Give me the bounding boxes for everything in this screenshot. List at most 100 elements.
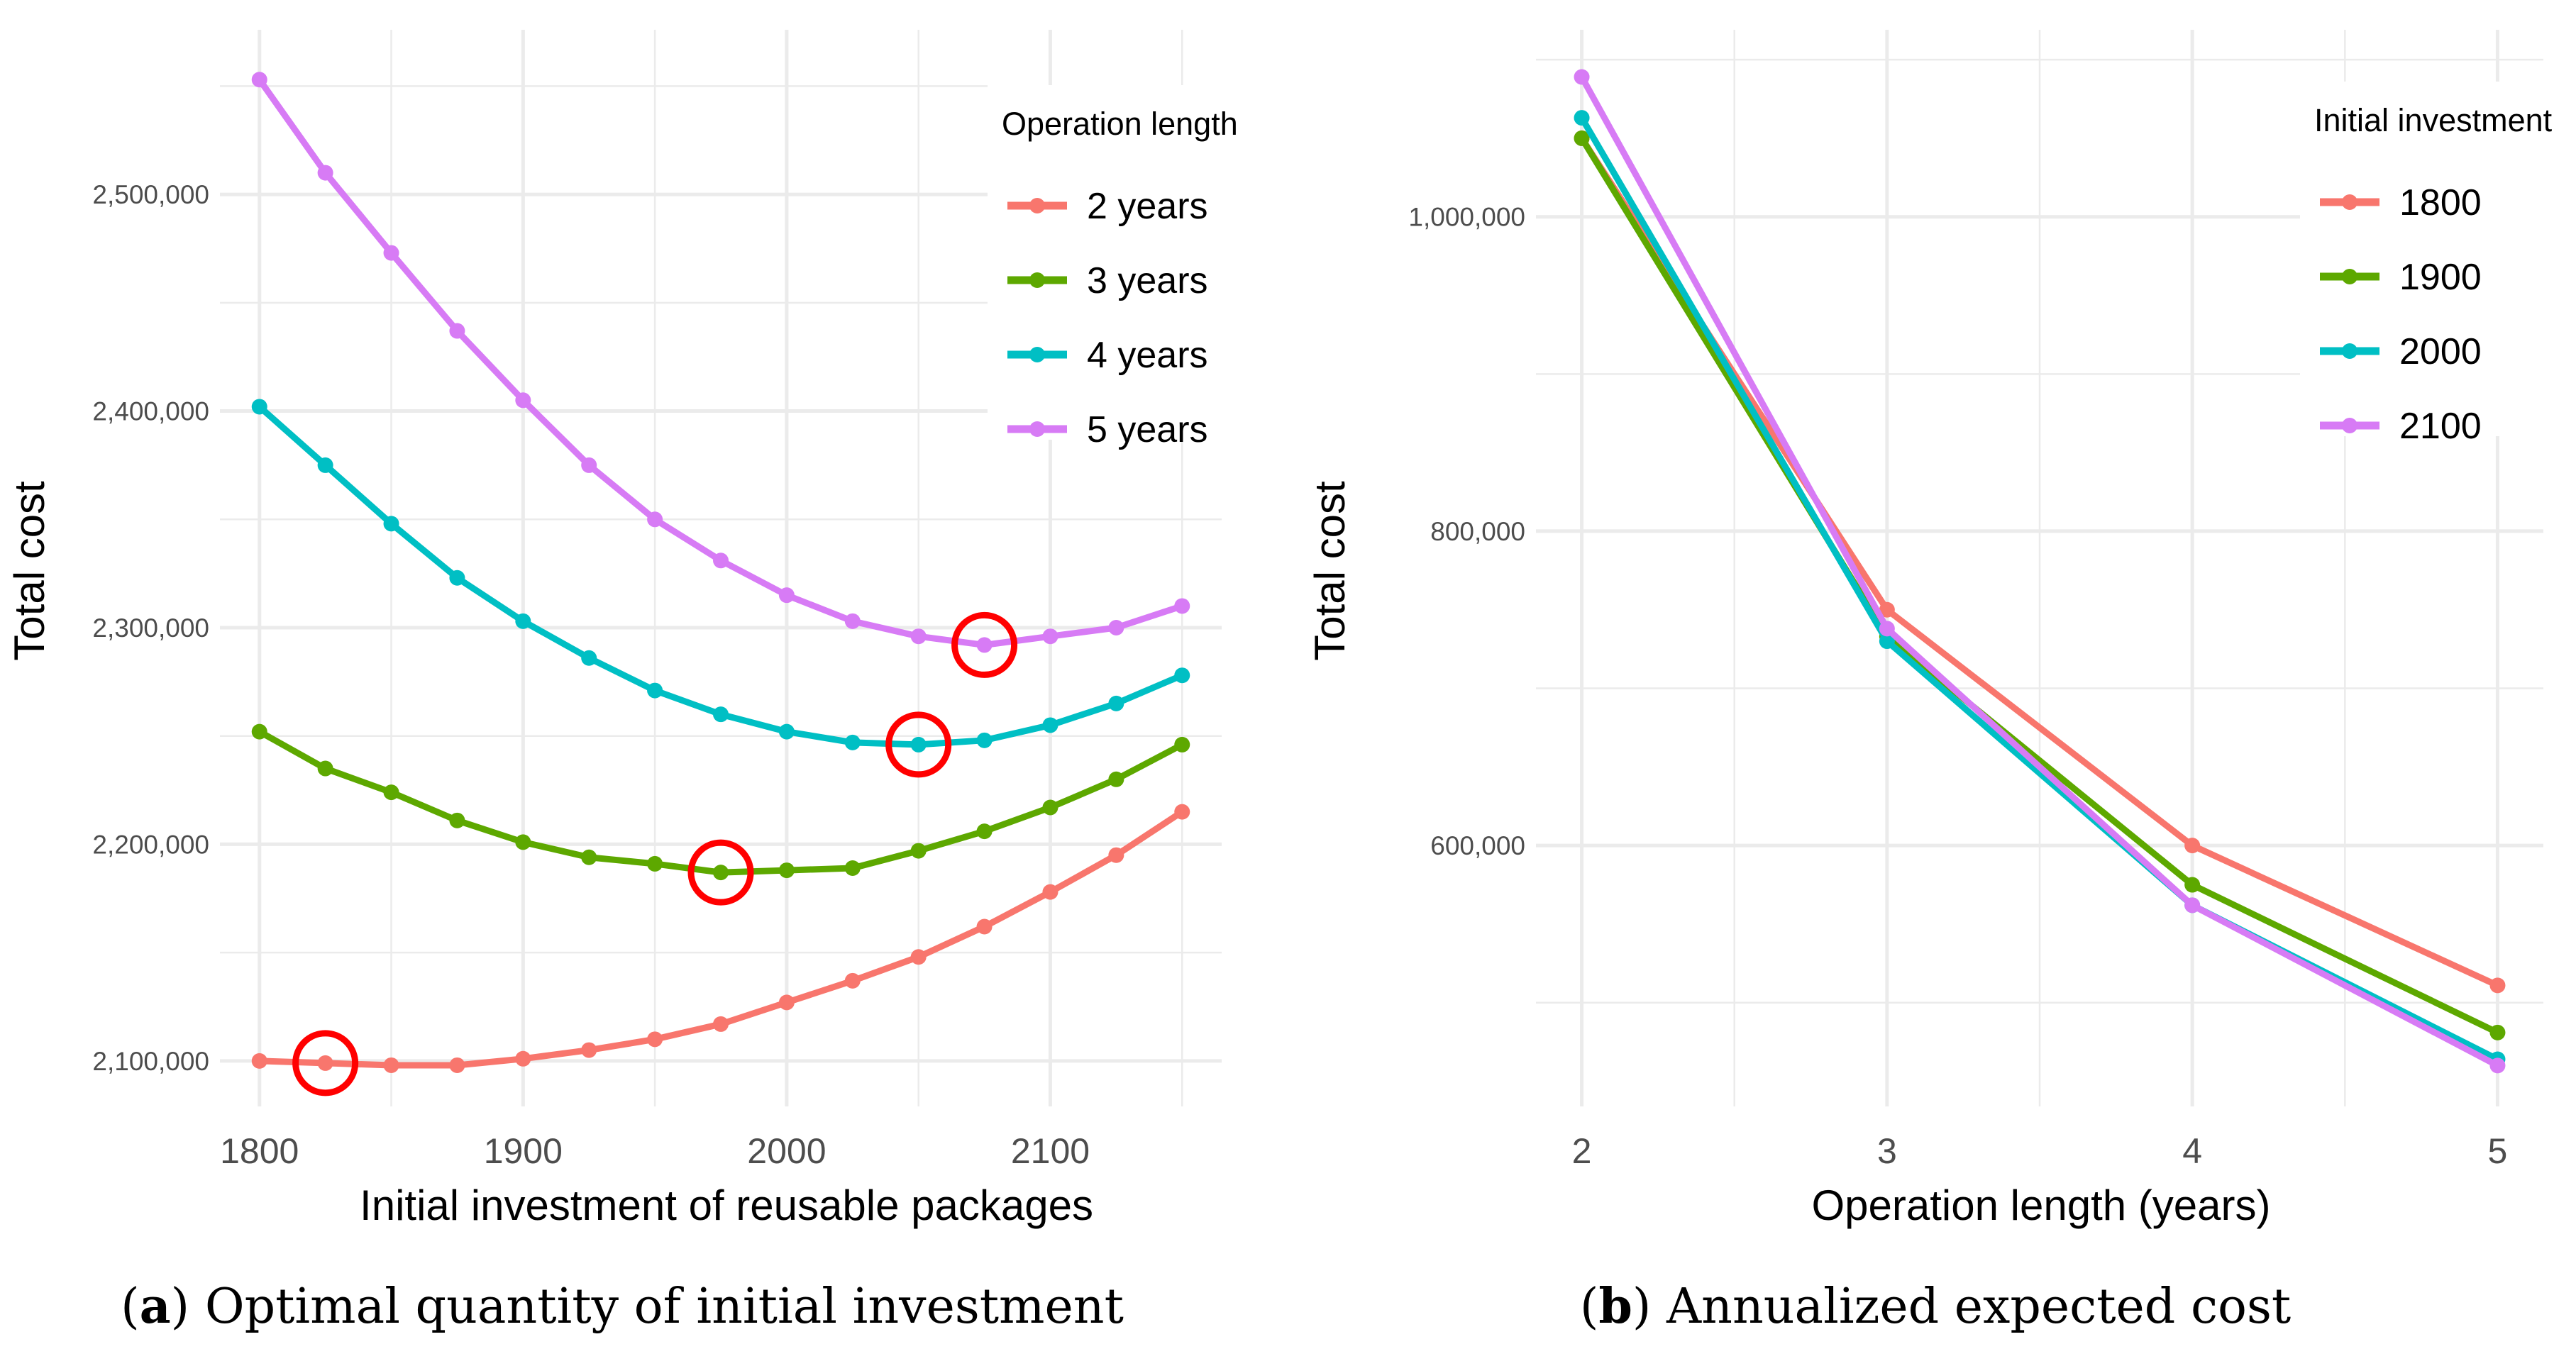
legend-item: 2 years [1007,186,1208,227]
data-point [2489,977,2506,994]
legend-key-point [1029,347,1045,362]
data-point [778,994,795,1011]
caption-text: ) Optimal quantity of initial investment [171,1279,1124,1335]
legend-item: 2100 [2320,406,2482,447]
series-line [1579,75,2499,1069]
legend-label: 1800 [2399,182,2482,223]
optimum-highlight-circle [885,711,952,778]
legend: Initial investment 1800 1900 2000 2100 [2300,82,2570,447]
data-point [713,706,729,723]
legend-key-point [2342,194,2357,210]
caption-letter: a [140,1278,171,1335]
data-point [383,245,399,261]
data-point [647,855,663,872]
data-point [515,392,531,409]
legend-label: 4 years [1087,335,1208,376]
x-tick-label: 2100 [1011,1131,1090,1171]
legend-title: Operation length [1002,106,1238,142]
series-line [257,404,1184,748]
data-point [449,1057,465,1073]
y-axis-title: Total cost [1306,481,1354,661]
data-point [1174,736,1190,753]
y-tick-label: 2,200,000 [92,830,209,859]
data-point [1174,804,1190,820]
data-point [1174,598,1190,614]
legend-item: 3 years [1007,260,1208,301]
legend-key-point [1029,272,1045,288]
data-point [976,637,993,653]
series-2-years [251,804,1190,1073]
legend-key-point [1029,421,1045,437]
data-point [449,323,465,339]
data-point [581,457,597,473]
data-point [910,736,927,753]
data-point [1879,633,1895,650]
data-point [2489,1024,2506,1040]
data-point [910,949,927,965]
data-point [1574,130,1590,146]
caption-open-paren: ( [1580,1279,1599,1335]
legend-label: 2100 [2399,406,2482,447]
data-point [383,1057,399,1073]
data-point [251,1053,267,1069]
data-point [1108,619,1124,635]
data-point [515,613,531,629]
y-tick-label: 2,100,000 [92,1047,209,1076]
x-tick-label: 5 [2488,1131,2508,1171]
subfigure-caption: (a) Optimal quantity of initial investme… [121,1278,1124,1335]
optimum-highlight-circle [687,839,754,906]
optimum-highlight-circle [292,1030,359,1096]
data-point [1574,110,1590,126]
data-point [647,1031,663,1048]
data-point [778,862,795,879]
y-tick-label: 800,000 [1430,517,1525,546]
legend-item: 1900 [2320,257,2482,298]
data-point [581,849,597,865]
data-point [449,812,465,828]
caption-letter: b [1598,1278,1632,1335]
data-point [383,516,399,532]
legend-background [2300,82,2570,436]
legend-label: 5 years [1087,409,1208,450]
x-tick-label: 3 [1877,1131,1897,1171]
chart-panel-b: 2 3 4 5 600,000 800,000 1,000,000 Operation len… [1306,30,2570,1335]
data-point [581,1042,597,1058]
series-line [1579,136,2499,1035]
data-point [515,1050,531,1067]
y-tick-label: 600,000 [1430,831,1525,860]
x-tick-label: 2 [1572,1131,1592,1171]
data-point [1042,717,1058,733]
data-point [581,650,597,666]
data-point [1108,847,1124,863]
y-axis-title: Total cost [6,481,53,661]
data-point [778,723,795,740]
data-point [1108,771,1124,787]
legend-key-point [2342,343,2357,359]
x-axis-title: Initial investment of reusable packages [360,1182,1093,1229]
data-point [1108,695,1124,711]
legend-key-point [1029,198,1045,213]
data-point [251,72,267,88]
legend-label: 2000 [2399,331,2482,372]
legend-key-point [2342,418,2357,433]
data-point [1879,601,1895,618]
x-tick-label: 2000 [747,1131,826,1171]
data-point [1042,799,1058,816]
data-point [1574,69,1590,85]
legend-label: 3 years [1087,260,1208,301]
data-point [647,682,663,699]
data-point [713,1016,729,1032]
x-tick-label: 4 [2182,1131,2202,1171]
data-point [844,972,861,989]
data-point [910,628,927,645]
legend-item: 4 years [1007,335,1208,376]
data-point [515,834,531,850]
legend-title: Initial investment [2314,102,2553,138]
legend: Operation length 2 years 3 years 4 years 5 y… [988,85,1257,450]
caption-open-paren: ( [121,1279,140,1335]
y-tick-label: 1,000,000 [1408,203,1525,232]
legend-item: 2000 [2320,331,2482,372]
data-point [1174,667,1190,684]
data-point [449,570,465,586]
